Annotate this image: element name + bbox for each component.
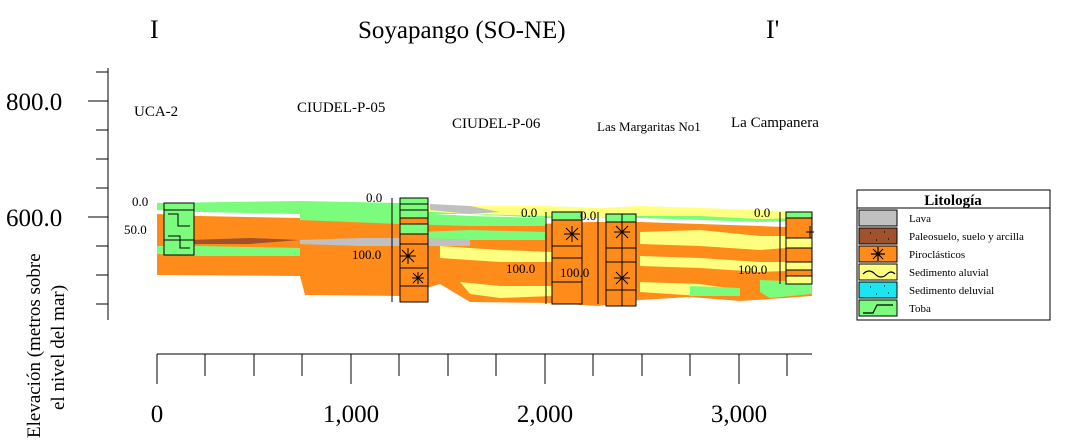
lithology-bodies	[157, 201, 812, 306]
legend-pattern	[870, 231, 889, 241]
borehole-ciudel-p-05	[391, 197, 429, 303]
toba-body	[420, 230, 545, 240]
diagram-title: Soyapango (SO-NE)	[358, 17, 566, 44]
legend-label: Lava	[909, 213, 931, 225]
legend-item: Toba	[858, 299, 931, 317]
paleosoil-body	[190, 238, 300, 244]
well-top-depth-label: 0.0	[521, 205, 537, 220]
legend-label: Piroclásticos	[909, 249, 965, 261]
legend-swatch	[858, 299, 898, 317]
alluvial-body	[440, 246, 552, 262]
legend-swatch	[858, 227, 898, 245]
well-bottom-depth-label: 100.0	[506, 261, 535, 276]
legend-swatch	[858, 281, 898, 299]
alluvial-body	[640, 230, 812, 250]
well-top-depth-label: 0.0	[132, 194, 148, 209]
borehole-ciudel-p-06	[545, 211, 599, 305]
borehole-la-campanera	[779, 211, 814, 285]
y-axis-label: Elevación (metros sobre	[24, 253, 45, 438]
y-axis	[88, 68, 109, 320]
alluvial-body	[640, 256, 812, 272]
well-name-label: CIUDEL-P-06	[452, 116, 541, 132]
legend-title: Litología	[924, 193, 982, 209]
legend-swatch	[858, 209, 898, 227]
legend-pattern	[862, 270, 896, 278]
well-top-depth-label: 0.0	[580, 208, 596, 223]
legend-label: Sedimento deluvial	[909, 285, 994, 297]
well-bottom-depth-label: 100.0	[560, 265, 589, 280]
legend-pattern	[871, 247, 885, 261]
x-tick-label: 0	[151, 401, 164, 428]
legend-label: Paleosuelo, suelo y arcilla	[909, 231, 1024, 243]
toba-body	[690, 286, 740, 296]
y-tick-label: 800.0	[6, 89, 62, 116]
well-bottom-depth-label: 100.0	[352, 247, 381, 262]
legend-swatch	[858, 263, 898, 281]
legend-pattern	[870, 285, 889, 295]
section-end-label: I'	[766, 15, 779, 44]
lithology-legend: Litología Lava Paleosuelo, suelo y arcill…	[856, 189, 1051, 321]
lava-body	[300, 238, 470, 246]
section-start-label: I	[150, 15, 159, 44]
well-name-label: La Campanera	[731, 115, 819, 131]
well-name-label: UCA-2	[134, 104, 178, 120]
lava-body	[430, 204, 500, 214]
legend-label: Sedimento aluvial	[909, 267, 989, 279]
legend-item: Paleosuelo, suelo y arcilla	[858, 227, 1024, 245]
alluvial-body	[400, 203, 812, 219]
well-bottom-depth-label: 100.0	[738, 262, 767, 277]
legend-label: Toba	[909, 303, 931, 315]
well-name-label: CIUDEL-P-05	[297, 100, 385, 116]
well-bottom-depth-label: 50.0	[124, 222, 147, 237]
well-top-depth-label: 0.0	[366, 190, 382, 205]
borehole-las-margaritas	[605, 213, 637, 307]
x-tick-label: 3,000	[711, 401, 767, 428]
x-axis	[156, 353, 812, 384]
y-tick-label: 600.0	[6, 205, 62, 232]
y-axis-label: el nivel del mar)	[48, 285, 69, 410]
legend-item: Sedimento aluvial	[858, 263, 989, 281]
x-tick-label: 2,000	[517, 401, 573, 428]
legend-item: Lava	[858, 209, 931, 227]
x-tick-label: 1,000	[323, 401, 379, 428]
well-top-depth-label: 0.0	[754, 205, 770, 220]
legend-item: Piroclásticos	[858, 245, 965, 263]
legend-item: Sedimento deluvial	[858, 281, 994, 299]
well-name-label: Las Margaritas No1	[597, 119, 701, 134]
alluvial-body	[460, 282, 552, 298]
legend-pattern	[863, 304, 893, 314]
borehole-uca-2	[163, 202, 195, 256]
